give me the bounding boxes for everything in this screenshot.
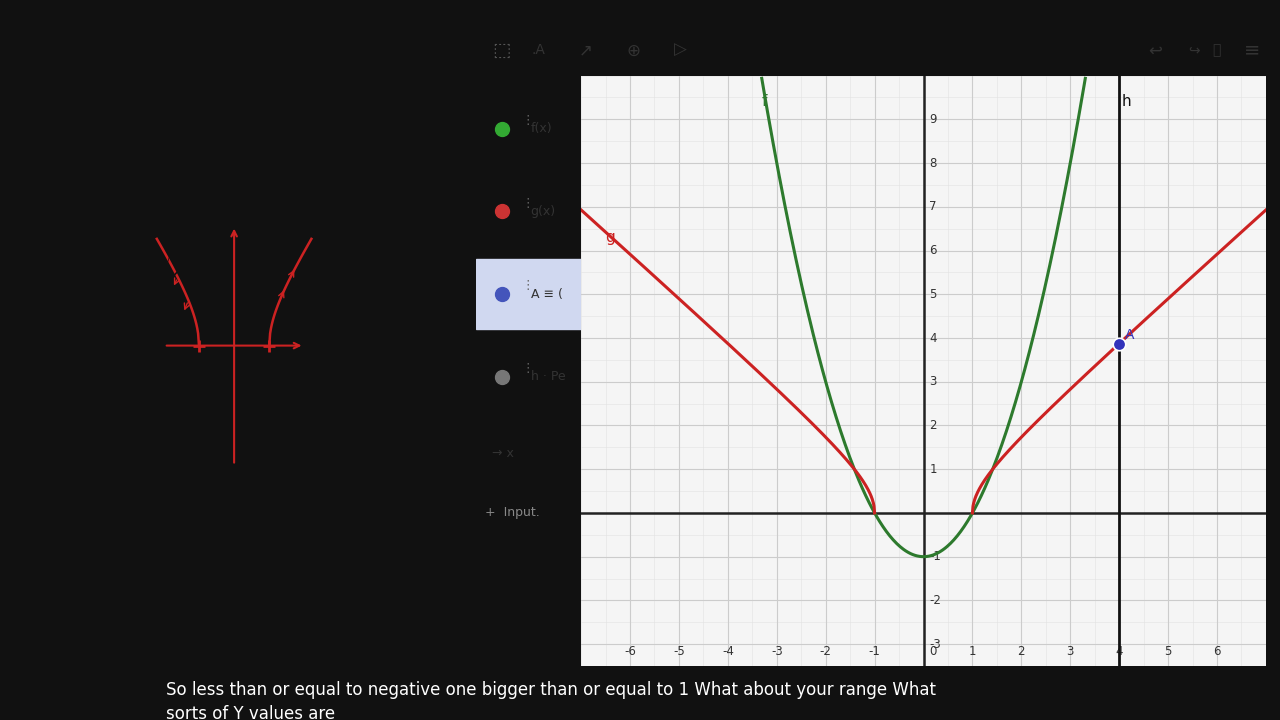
Text: b)$y = \sqrt{x^2 - 1}$: b)$y = \sqrt{x^2 - 1}$ (101, 250, 236, 284)
Text: ↪: ↪ (1188, 43, 1199, 58)
Text: ⊕: ⊕ (626, 41, 640, 59)
Text: -6: -6 (625, 645, 636, 658)
Text: ↗: ↗ (579, 41, 593, 59)
Text: → x: → x (492, 447, 513, 460)
Text: b) State the domain and range.: b) State the domain and range. (101, 166, 347, 181)
Text: 2: 2 (1018, 645, 1025, 658)
Text: -3: -3 (771, 645, 782, 658)
Text: ⬚: ⬚ (492, 41, 511, 60)
Text: So less than or equal to negative one bigger than or equal to 1 What about your : So less than or equal to negative one bi… (166, 681, 937, 699)
Text: 8: 8 (929, 156, 937, 170)
Text: ⋮: ⋮ (521, 114, 534, 127)
Text: 9: 9 (929, 113, 937, 126)
Text: 1: 1 (929, 463, 937, 476)
Text: 3: 3 (1066, 645, 1074, 658)
Text: -1: -1 (929, 550, 941, 563)
Text: -1: -1 (869, 645, 881, 658)
Text: 6: 6 (929, 244, 937, 257)
Text: ↩: ↩ (1148, 41, 1162, 59)
Text: ▷: ▷ (673, 41, 686, 59)
Text: +  Input.: + Input. (485, 506, 539, 519)
Text: h: h (1121, 94, 1132, 109)
Text: A: A (1125, 328, 1134, 342)
Text: h · Pe: h · Pe (531, 370, 566, 383)
Text: f(x): f(x) (531, 122, 553, 135)
Text: -4: -4 (722, 645, 733, 658)
Bar (476, 258, 581, 330)
Text: -2: -2 (929, 594, 941, 607)
Text: A ≡ (: A ≡ ( (531, 287, 563, 300)
Text: ⋮: ⋮ (521, 279, 534, 292)
Text: f: f (762, 94, 768, 109)
Text: domain =   x∈R, x≤-1 or x≥1: domain = x∈R, x≤-1 or x≥1 (101, 467, 317, 482)
Text: 4: 4 (929, 331, 937, 344)
Text: Graphing compositions of functions :: Graphing compositions of functions : (101, 45, 371, 60)
Text: 3: 3 (929, 375, 937, 388)
Text: 4: 4 (1115, 645, 1123, 658)
Text: 7: 7 (929, 200, 937, 213)
Text: 2: 2 (929, 419, 937, 432)
Text: ⋮: ⋮ (521, 362, 534, 375)
Text: .A: .A (531, 43, 545, 58)
Text: functions. Show a key point .: functions. Show a key point . (101, 127, 328, 143)
Text: 5: 5 (929, 288, 937, 301)
Text: a) Draw a rough sketch of the following: a) Draw a rough sketch of the following (101, 89, 390, 104)
Text: -3: -3 (929, 638, 941, 651)
Text: 0: 0 (929, 645, 937, 658)
Text: g(x): g(x) (531, 205, 556, 218)
Text: 5: 5 (1165, 645, 1171, 658)
Text: g: g (605, 230, 616, 245)
Text: range =: range = (101, 512, 161, 527)
Text: 1: 1 (969, 645, 977, 658)
Text: 6: 6 (1213, 645, 1221, 658)
Text: -5: -5 (673, 645, 685, 658)
Text: ≡: ≡ (1243, 41, 1260, 60)
Text: -2: -2 (819, 645, 832, 658)
Text: 🔍: 🔍 (1212, 43, 1220, 58)
Text: ⋮: ⋮ (521, 197, 534, 210)
Text: sorts of Y values are: sorts of Y values are (166, 705, 335, 720)
